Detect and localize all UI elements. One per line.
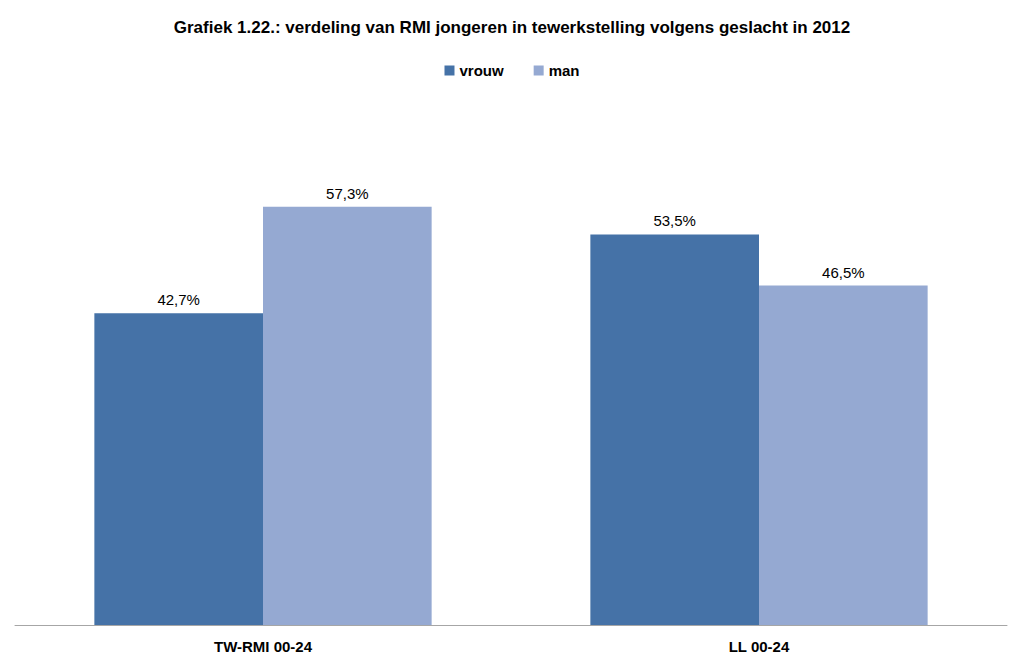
- svg-text:42,7%: 42,7%: [157, 291, 200, 308]
- svg-text:LL 00-24: LL 00-24: [729, 638, 790, 655]
- svg-text:53,5%: 53,5%: [653, 212, 696, 229]
- svg-text:57,3%: 57,3%: [326, 185, 369, 202]
- svg-text:46,5%: 46,5%: [822, 264, 865, 281]
- svg-text:Grafiek 1.22.: verdeling van R: Grafiek 1.22.: verdeling van RMI jongere…: [174, 18, 850, 37]
- svg-text:man: man: [549, 62, 580, 79]
- svg-text:vrouw: vrouw: [459, 62, 504, 79]
- svg-text:TW-RMI 00-24: TW-RMI 00-24: [214, 638, 313, 655]
